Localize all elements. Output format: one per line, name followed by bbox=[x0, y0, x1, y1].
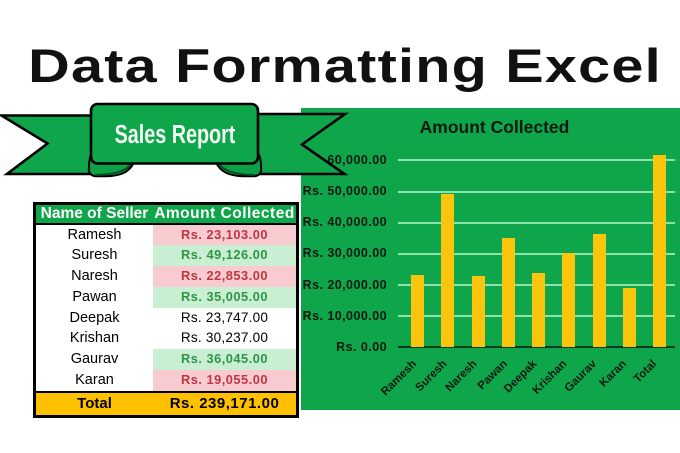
svg-text:Sales Report: Sales Report bbox=[115, 119, 236, 148]
